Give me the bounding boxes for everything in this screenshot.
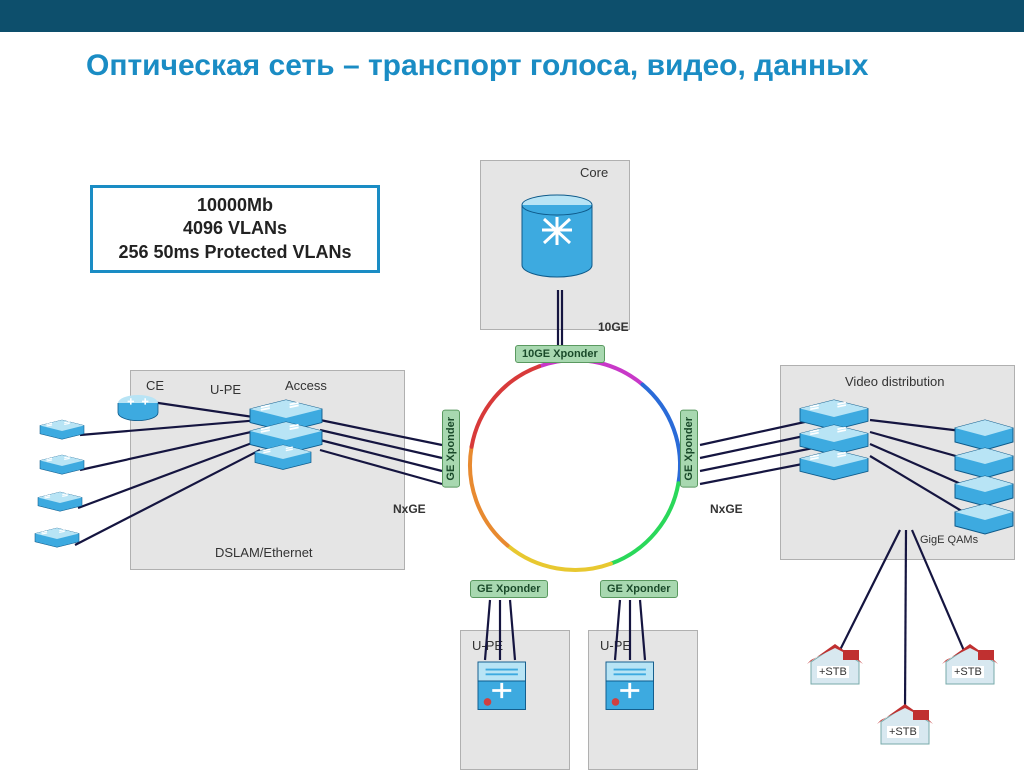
label-upe2: U-PE	[600, 638, 631, 653]
stb-label: +STB	[817, 666, 849, 678]
label-access-bottom: DSLAM/Ethernet	[215, 545, 313, 560]
spec-line-1: 10000Mb	[105, 194, 365, 217]
stb-house: +STB	[940, 640, 1000, 693]
stb-house: +STB	[805, 640, 865, 693]
label-ce: CE	[146, 378, 164, 393]
xponder-bottom-right: GE Xponder	[600, 580, 678, 598]
stb-label: +STB	[952, 666, 984, 678]
label-nxge-right: NxGE	[710, 502, 743, 516]
label-upe1: U-PE	[472, 638, 503, 653]
stb-house: +STB	[875, 700, 935, 753]
label-core: Core	[580, 165, 608, 180]
label-nxge-left: NxGE	[393, 502, 426, 516]
spec-line-3: 256 50ms Protected VLANs	[105, 241, 365, 264]
group-access	[130, 370, 405, 570]
page-title: Оптическая сеть – транспорт голоса, виде…	[86, 48, 868, 84]
header-bar	[0, 0, 1024, 32]
label-10ge: 10GE	[598, 320, 629, 334]
spec-box: 10000Mb 4096 VLANs 256 50ms Protected VL…	[90, 185, 380, 273]
spec-line-2: 4096 VLANs	[105, 217, 365, 240]
label-upe-access: U-PE	[210, 382, 241, 397]
label-gige-qams: GigE QAMs	[920, 534, 978, 546]
group-core	[480, 160, 630, 330]
stb-label: +STB	[887, 726, 919, 738]
xponder-bottom-left: GE Xponder	[470, 580, 548, 598]
label-video: Video distribution	[845, 374, 945, 389]
xponder-left: GE Xponder	[442, 410, 460, 488]
xponder-right: GE Xponder	[680, 410, 698, 488]
xponder-top: 10GE Xponder	[515, 345, 605, 363]
group-video	[780, 365, 1015, 560]
label-access: Access	[285, 378, 327, 393]
